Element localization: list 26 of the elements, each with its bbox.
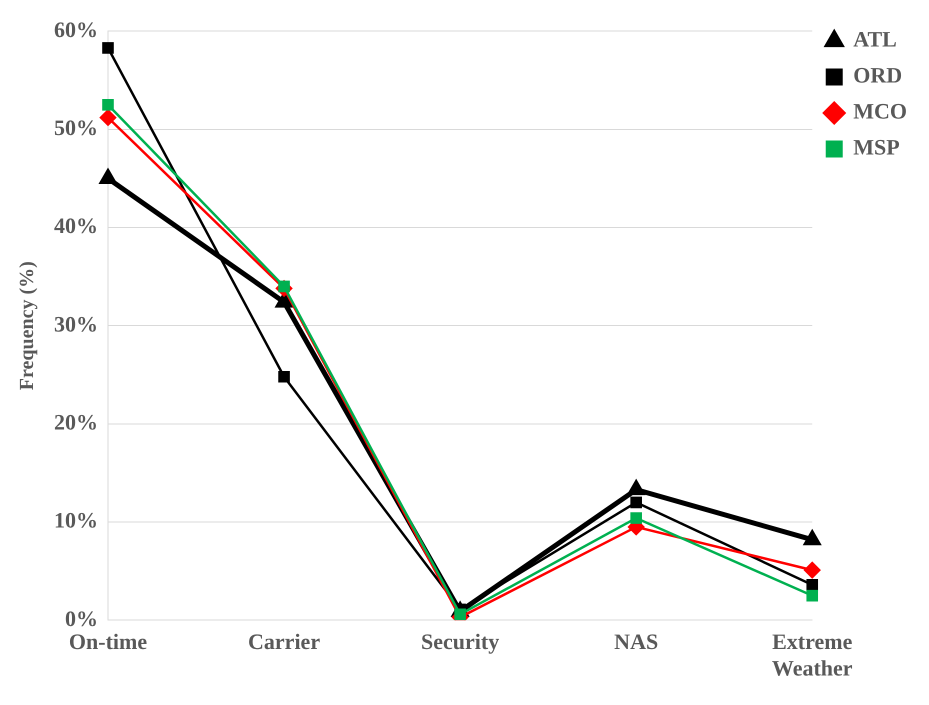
point [278,370,290,383]
point [630,496,642,508]
y-tick-label: 30% [54,311,98,336]
y-tick-label: 10% [54,508,98,533]
y-tick-label: 50% [54,115,98,140]
point [806,590,818,602]
y-tick-label: 20% [54,410,98,435]
legend-label: MCO [853,98,907,124]
point [102,99,114,111]
legend-label: ORD [853,62,902,88]
y-tick-label: 40% [54,213,98,238]
y-tick-label: 60% [54,16,98,42]
y-axis-title: Frequency (%) [16,261,38,390]
x-tick-label: Security [421,629,500,654]
x-tick-label: On-time [68,629,148,654]
y-tick-label: 0% [65,606,98,631]
point [100,109,116,126]
point [804,562,821,579]
point [102,42,114,54]
x-tick-label: NAS [614,629,658,654]
x-tick-label: Carrier [248,629,320,654]
point [630,512,642,524]
x-tick-label: Extreme Weather [772,629,853,680]
point [806,579,818,591]
legend-label: ATL [853,26,897,52]
legend-label: MSP [853,134,900,160]
